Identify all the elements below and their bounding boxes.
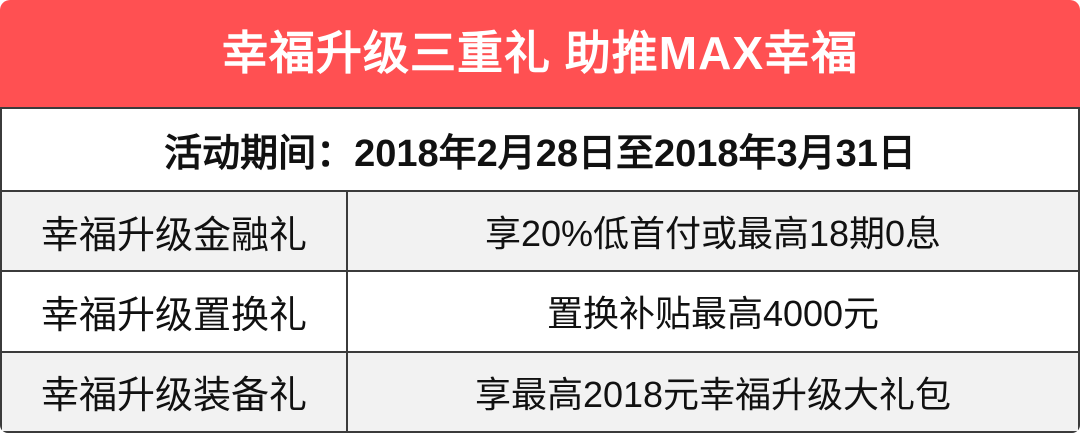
gift-label-cell: 幸福升级金融礼 <box>2 192 348 271</box>
gift-value-finance: 享20%低首付或最高18期0息 <box>484 213 942 255</box>
promo-table: 活动期间：2018年2月28日至2018年3月31日 幸福升级金融礼 享20%低… <box>0 107 1080 433</box>
table-row: 幸福升级置换礼 置换补贴最高4000元 <box>2 270 1078 351</box>
gift-value-trade-in: 置换补贴最高4000元 <box>546 293 880 335</box>
table-row: 幸福升级装备礼 享最高2018元幸福升级大礼包 <box>2 350 1078 431</box>
activity-period-text: 活动期间：2018年2月28日至2018年3月31日 <box>164 133 916 175</box>
promo-banner: 幸福升级三重礼 助推MAX幸福 <box>0 0 1080 107</box>
activity-period-row: 活动期间：2018年2月28日至2018年3月31日 <box>2 109 1078 190</box>
gift-label-finance: 幸福升级金融礼 <box>40 214 307 257</box>
table-row: 幸福升级金融礼 享20%低首付或最高18期0息 <box>2 190 1078 271</box>
gift-value-cell: 享最高2018元幸福升级大礼包 <box>348 353 1078 431</box>
gift-label-trade-in: 幸福升级置换礼 <box>40 294 307 337</box>
gift-value-cell: 置换补贴最高4000元 <box>348 272 1078 350</box>
gift-label-cell: 幸福升级置换礼 <box>2 272 348 351</box>
gift-value-cell: 享20%低首付或最高18期0息 <box>348 192 1078 270</box>
gift-label-equipment: 幸福升级装备礼 <box>40 375 307 418</box>
gift-value-equipment: 享最高2018元幸福升级大礼包 <box>474 373 952 415</box>
gift-label-cell: 幸福升级装备礼 <box>2 352 348 431</box>
promo-title: 幸福升级三重礼 助推MAX幸福 <box>222 26 858 79</box>
